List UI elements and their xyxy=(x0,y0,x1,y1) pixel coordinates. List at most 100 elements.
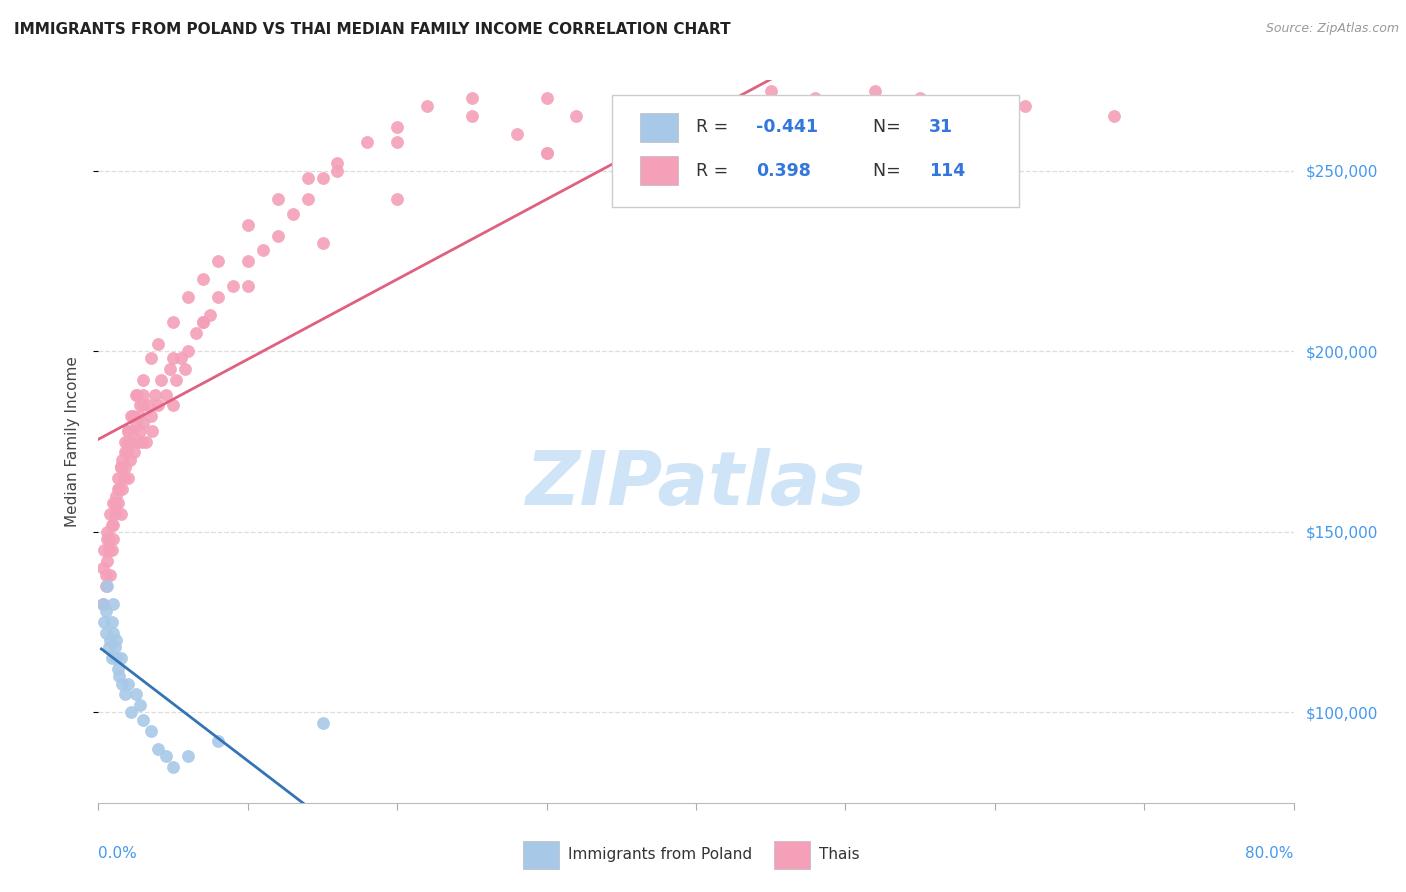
Point xyxy=(115,445,138,459)
Point xyxy=(356,135,378,149)
Point xyxy=(96,579,118,593)
Point xyxy=(1104,109,1126,123)
Point xyxy=(326,156,349,170)
Point xyxy=(207,290,229,304)
Point xyxy=(385,135,409,149)
Point xyxy=(114,687,136,701)
Point xyxy=(103,517,125,532)
Point xyxy=(236,218,259,232)
Point xyxy=(281,207,304,221)
Text: 0.0%: 0.0% xyxy=(98,847,138,861)
Point xyxy=(252,243,274,257)
Point xyxy=(110,459,132,474)
Point xyxy=(565,109,588,123)
Point xyxy=(132,713,155,727)
Point xyxy=(143,387,166,401)
Point xyxy=(150,373,173,387)
Text: Thais: Thais xyxy=(820,847,859,863)
Point xyxy=(461,91,484,105)
Point xyxy=(94,568,117,582)
Point xyxy=(125,417,148,431)
Point xyxy=(98,507,122,521)
Point xyxy=(236,279,259,293)
Text: N=: N= xyxy=(873,119,905,136)
Point xyxy=(326,163,349,178)
Point xyxy=(101,615,124,630)
Point xyxy=(117,424,139,438)
Point xyxy=(174,362,197,376)
Point xyxy=(132,373,155,387)
Point xyxy=(94,604,117,618)
Point xyxy=(103,626,125,640)
Point xyxy=(93,615,115,630)
Point xyxy=(110,507,132,521)
Point xyxy=(131,434,153,449)
Point xyxy=(103,532,125,546)
Point xyxy=(117,676,139,690)
Point xyxy=(104,496,127,510)
Point xyxy=(191,315,214,329)
Point xyxy=(128,409,150,424)
Point xyxy=(416,98,439,112)
Point xyxy=(169,351,191,366)
Point xyxy=(162,759,184,773)
Point xyxy=(385,193,409,207)
Point xyxy=(121,409,143,424)
Point xyxy=(107,482,129,496)
Point xyxy=(139,723,162,738)
Point xyxy=(155,748,177,763)
Text: IMMIGRANTS FROM POLAND VS THAI MEDIAN FAMILY INCOME CORRELATION CHART: IMMIGRANTS FROM POLAND VS THAI MEDIAN FA… xyxy=(14,22,731,37)
Point xyxy=(110,459,132,474)
Text: 114: 114 xyxy=(929,161,966,179)
Point xyxy=(536,91,558,105)
Point xyxy=(311,716,333,731)
Point xyxy=(148,337,170,351)
FancyBboxPatch shape xyxy=(640,156,678,185)
Text: -0.441: -0.441 xyxy=(756,119,818,136)
Point xyxy=(311,235,333,250)
Point xyxy=(107,496,129,510)
Point xyxy=(162,315,184,329)
Point xyxy=(139,351,162,366)
Point xyxy=(159,362,181,376)
Point xyxy=(207,253,229,268)
Point xyxy=(136,398,159,412)
Point xyxy=(177,344,200,359)
Point xyxy=(117,424,139,438)
Text: 0.398: 0.398 xyxy=(756,161,811,179)
Point xyxy=(155,387,177,401)
Point xyxy=(184,326,207,340)
Point xyxy=(125,687,148,701)
Point xyxy=(984,109,1007,123)
Point xyxy=(207,734,229,748)
Point xyxy=(105,489,128,503)
Point xyxy=(129,398,152,412)
Point xyxy=(97,542,120,557)
Point xyxy=(834,98,856,112)
Point xyxy=(655,120,678,135)
Point xyxy=(139,409,162,424)
Point xyxy=(97,532,120,546)
Point xyxy=(124,445,146,459)
Point xyxy=(111,482,134,496)
FancyBboxPatch shape xyxy=(773,841,810,869)
Point xyxy=(101,517,124,532)
Point xyxy=(105,651,128,665)
Point xyxy=(94,626,117,640)
Point xyxy=(132,387,155,401)
Point xyxy=(117,434,139,449)
Point xyxy=(117,470,139,484)
Point xyxy=(127,434,149,449)
Point xyxy=(107,470,129,484)
Point xyxy=(104,507,127,521)
Point xyxy=(111,452,134,467)
Point xyxy=(908,91,931,105)
Point xyxy=(297,193,319,207)
Point xyxy=(91,597,114,611)
FancyBboxPatch shape xyxy=(640,112,678,142)
Point xyxy=(297,170,319,185)
Point xyxy=(135,434,157,449)
Point xyxy=(118,452,141,467)
Point xyxy=(141,424,163,438)
Point xyxy=(105,633,128,648)
